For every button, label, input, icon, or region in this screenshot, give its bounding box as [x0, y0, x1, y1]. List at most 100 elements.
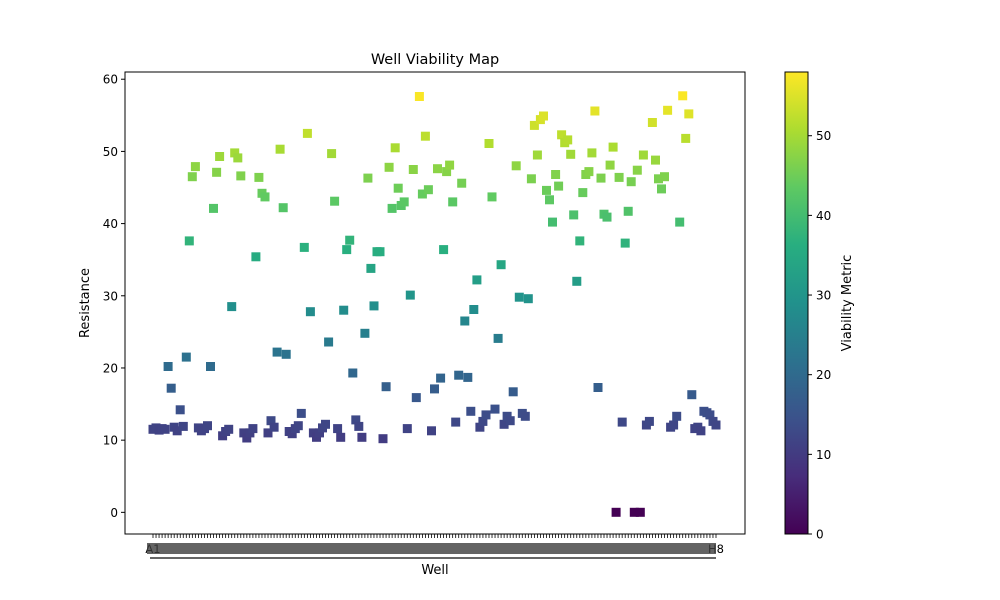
data-point: [602, 212, 612, 222]
data-point: [448, 197, 458, 207]
colorbar-tick-label: 0: [816, 528, 824, 542]
data-point: [478, 416, 488, 426]
data-point: [523, 294, 533, 304]
data-point: [654, 174, 663, 184]
data-point: [203, 421, 212, 431]
data-point: [672, 411, 682, 421]
data-point: [399, 197, 409, 207]
data-point: [626, 177, 636, 187]
data-point: [299, 242, 309, 252]
data-point: [357, 432, 367, 442]
data-point: [629, 507, 639, 517]
data-point: [430, 384, 439, 394]
data-point: [623, 206, 633, 216]
data-point: [187, 172, 197, 182]
data-point: [230, 148, 240, 158]
data-point: [457, 178, 467, 188]
data-point: [330, 196, 340, 206]
x-tick-labels-overlap: [147, 543, 716, 554]
data-point: [324, 337, 334, 347]
data-point: [281, 349, 291, 359]
data-point: [460, 316, 470, 326]
y-tick-label: 50: [103, 145, 118, 159]
data-point: [166, 383, 176, 393]
data-point: [342, 245, 352, 255]
data-point: [557, 130, 567, 140]
data-point: [254, 172, 264, 182]
data-point: [423, 185, 433, 195]
colorbar-tick-label: 10: [816, 448, 831, 462]
data-point: [638, 150, 648, 160]
data-point: [678, 91, 688, 101]
data-point: [529, 120, 539, 130]
data-point: [242, 433, 252, 443]
data-point: [617, 417, 627, 427]
data-point: [333, 424, 343, 434]
colorbar-ticks: 0 10 20 30 40 50: [808, 129, 831, 542]
data-point: [414, 92, 424, 101]
data-point: [178, 421, 188, 431]
y-axis-label: Resistance: [78, 268, 93, 338]
data-point: [545, 195, 554, 205]
data-point: [233, 153, 243, 163]
data-point: [427, 426, 436, 436]
data-point: [514, 292, 524, 302]
y-axis-ticks: 0 10 20 30 40 50 60: [103, 73, 125, 520]
data-point: [593, 383, 603, 392]
data-point: [542, 185, 551, 195]
data-point: [605, 160, 615, 170]
data-point: [681, 133, 691, 143]
data-point: [315, 428, 324, 438]
data-point: [660, 172, 669, 182]
data-point: [475, 422, 485, 432]
data-point: [190, 162, 200, 172]
data-point: [511, 161, 521, 171]
data-point: [481, 410, 491, 420]
data-point: [184, 236, 194, 246]
data-point: [696, 426, 706, 436]
data-point: [584, 167, 594, 177]
data-point: [384, 162, 394, 172]
data-point: [526, 174, 536, 184]
data-point: [454, 370, 464, 380]
x-axis-label: Well: [421, 563, 448, 578]
y-tick-label: 0: [110, 506, 118, 520]
data-point: [614, 172, 624, 182]
data-point: [463, 372, 473, 382]
data-point: [675, 217, 685, 227]
data-point: [275, 144, 285, 154]
data-point: [266, 416, 276, 426]
data-point: [705, 410, 715, 420]
data-point: [644, 416, 654, 426]
data-point: [466, 406, 476, 416]
data-point: [354, 421, 364, 431]
data-point: [499, 419, 509, 429]
data-point: [520, 411, 530, 421]
data-point: [554, 181, 564, 191]
data-point: [269, 422, 279, 432]
y-tick-label: 20: [103, 361, 118, 375]
data-point: [321, 419, 330, 429]
data-point: [496, 260, 506, 270]
data-point: [206, 362, 215, 371]
data-point: [163, 362, 173, 371]
colorbar-tick-label: 50: [816, 129, 831, 143]
data-point: [566, 149, 576, 159]
data-point: [405, 290, 415, 300]
y-tick-label: 10: [103, 434, 118, 448]
data-point: [345, 235, 355, 245]
data-point: [578, 188, 588, 198]
data-point: [433, 164, 442, 174]
data-point: [305, 307, 315, 317]
data-point: [451, 417, 461, 427]
data-point: [408, 165, 418, 174]
data-point: [287, 429, 297, 439]
data-point: [687, 390, 697, 400]
data-point: [436, 373, 446, 383]
x-axis-ticks: A1H8: [145, 534, 724, 559]
data-point: [647, 118, 657, 127]
colorbar: [784, 71, 809, 535]
data-point: [596, 173, 606, 183]
data-point: [351, 415, 361, 425]
